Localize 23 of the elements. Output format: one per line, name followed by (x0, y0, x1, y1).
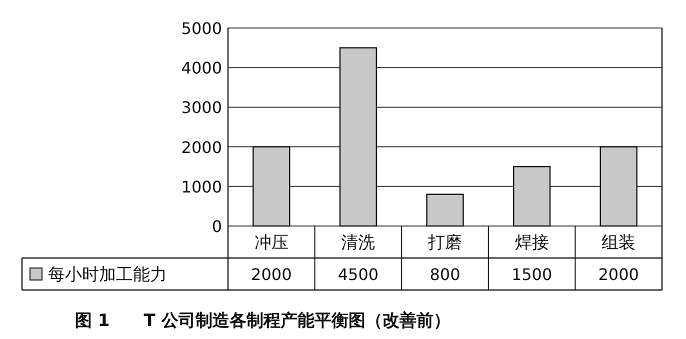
y-tick-label: 2000 (181, 138, 222, 157)
text: 800 (430, 265, 460, 284)
y-tick-label: 1000 (181, 177, 222, 196)
bar (339, 47, 378, 227)
x-tick-label: 打磨 (427, 233, 462, 253)
text: 2000 (598, 265, 639, 284)
text: 图 1 T 公司制造各制程产能平衡图（改善前） (75, 310, 450, 331)
legend-label: 每小时加工能力 (48, 265, 167, 285)
bar (512, 166, 551, 227)
y-tick-label: 5000 (181, 19, 222, 38)
bar (600, 146, 638, 227)
y-tick-label: 0 (212, 217, 222, 236)
y-tick-label: 3000 (181, 98, 222, 118)
x-tick-label: 清洗 (341, 233, 376, 253)
y-tick-label: 4000 (181, 58, 222, 78)
text: 1500 (511, 265, 552, 284)
bar (252, 146, 290, 227)
text: 4500 (338, 265, 379, 284)
x-tick-label: 焊接 (514, 233, 549, 253)
text: 2000 (251, 265, 292, 284)
bar (426, 194, 464, 227)
x-tick-label: 冲压 (254, 233, 288, 253)
x-tick-label: 组装 (602, 233, 636, 253)
